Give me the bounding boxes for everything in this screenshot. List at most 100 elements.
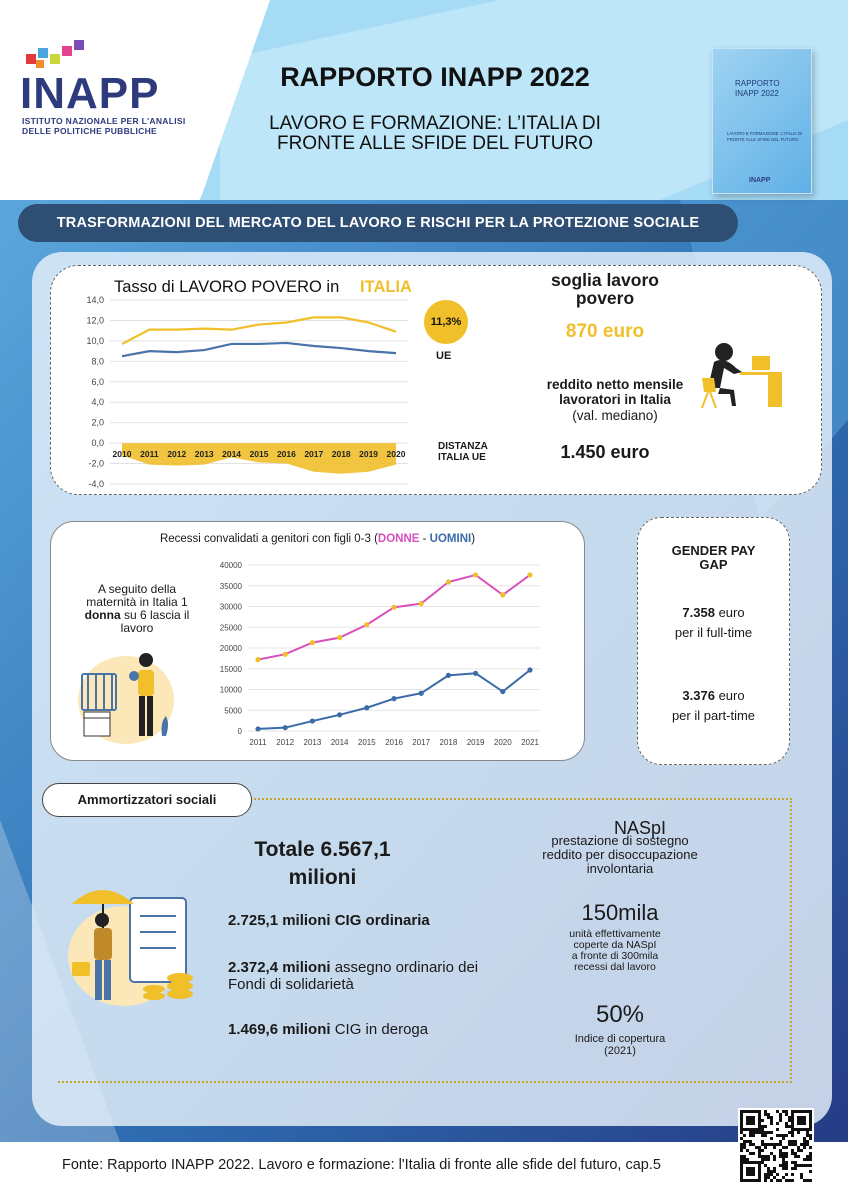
qr-module — [803, 1164, 806, 1167]
qr-module — [743, 1140, 746, 1143]
qr-module — [767, 1176, 770, 1179]
qr-module — [791, 1161, 794, 1164]
naspi-units-note-1: unità effettivamente — [569, 928, 661, 940]
qr-module — [764, 1146, 767, 1149]
qr-module — [800, 1164, 803, 1167]
qr-module — [761, 1131, 764, 1134]
x-tick-label: 2017 — [304, 449, 323, 459]
qr-module — [749, 1143, 752, 1146]
x-tick-label: 2012 — [276, 738, 294, 747]
x-tick-label: 2016 — [385, 738, 403, 747]
fondi-text-line-2: Fondi di solidarietà — [228, 976, 354, 993]
naspi-coverage-note-2: (2021) — [604, 1045, 636, 1057]
desk-worker-illustration — [701, 343, 782, 409]
qr-module — [785, 1179, 788, 1182]
y-tick-label: 25000 — [220, 623, 243, 632]
qr-finder-core — [746, 1167, 755, 1176]
gap-parttime-unit: euro — [714, 688, 745, 703]
uomini-line-point — [473, 670, 479, 676]
naspi-units-note: unità effettivamente coperte da NASpI a … — [540, 929, 690, 973]
x-tick-label: 2019 — [359, 449, 378, 459]
x-tick-label: 2018 — [332, 449, 351, 459]
uomini-line-point — [527, 667, 533, 673]
qr-module — [755, 1146, 758, 1149]
gap-fulltime-value: 7.358 euro — [637, 605, 790, 620]
gap-title-line-1: GENDER PAY — [671, 543, 756, 558]
naspi-units-value: 150mila — [581, 900, 659, 925]
cover-title-line-1: RAPPORTO — [735, 79, 780, 88]
uomini-line-point — [255, 726, 261, 732]
qr-module — [770, 1170, 773, 1173]
qr-module — [767, 1116, 770, 1119]
distance-label-line-1: DISTANZA — [438, 441, 488, 452]
chart2-title-donne: DONNE — [377, 533, 420, 545]
naspi-units-note-4: recessi dal lavoro — [574, 961, 656, 973]
logo-subtitle-line-2: DELLE POLITICHE PUBBLICHE — [22, 126, 158, 136]
social-shock-absorbers-frame — [58, 798, 792, 1083]
y-tick-label: 5000 — [224, 706, 242, 715]
qr-module — [806, 1158, 809, 1161]
qr-module — [746, 1140, 749, 1143]
x-tick-label: 2017 — [412, 738, 430, 747]
qr-module — [761, 1125, 764, 1128]
qr-module — [806, 1179, 809, 1182]
gap-parttime-value: 3.376 euro — [637, 688, 790, 703]
qr-module — [761, 1158, 764, 1161]
resignations-chart: 40000 35000 30000 25000 20000 15000 10000 5000 0… — [220, 561, 540, 747]
qr-module — [800, 1173, 803, 1176]
qr-module — [752, 1143, 755, 1146]
qr-module — [779, 1143, 782, 1146]
y-tick-label: 10,0 — [86, 336, 104, 346]
qr-module — [782, 1155, 785, 1158]
qr-module — [770, 1116, 773, 1119]
qr-module — [743, 1134, 746, 1137]
y-tick-label: 4,0 — [91, 397, 104, 407]
uomini-line-point — [282, 725, 288, 731]
qr-module — [779, 1119, 782, 1122]
y-tick-label: 30000 — [220, 603, 243, 612]
qr-module — [776, 1122, 779, 1125]
maternity-line-3-rest: su 6 lascia il — [120, 608, 190, 622]
qr-module — [806, 1131, 809, 1134]
qr-module — [767, 1158, 770, 1161]
qr-module — [779, 1164, 782, 1167]
qr-module — [764, 1173, 767, 1176]
uomini-line-point — [391, 696, 397, 702]
qr-module — [740, 1149, 743, 1152]
qr-code-icon[interactable] — [738, 1108, 814, 1184]
qr-module — [752, 1152, 755, 1155]
section-banner: TRASFORMAZIONI DEL MERCATO DEL LAVORO E … — [18, 204, 738, 242]
qr-module — [776, 1134, 779, 1137]
fondi-text: assegno ordinario dei — [330, 959, 479, 976]
naspi-desc-line-1: prestazione di sostegno — [551, 833, 689, 848]
qr-module — [791, 1173, 794, 1176]
qr-module — [794, 1161, 797, 1164]
cig-deroga-item: 1.469,6 milioni CIG in deroga — [228, 1021, 428, 1038]
gap-parttime-amount: 3.376 — [682, 688, 715, 703]
x-tick-label: 2020 — [494, 738, 512, 747]
chart2-title-uomini: UOMINI — [429, 533, 472, 545]
maternity-line-1: A seguito della — [97, 582, 177, 596]
qr-module — [770, 1173, 773, 1176]
qr-module — [791, 1140, 794, 1143]
distance-area — [122, 443, 396, 474]
income-label-line-1: reddito netto mensile — [546, 377, 684, 392]
qr-module — [782, 1176, 785, 1179]
x-tick-label: 2020 — [387, 449, 406, 459]
subtitle-line-1: LAVORO E FORMAZIONE: L’ITALIA DI — [269, 113, 601, 134]
qr-module — [797, 1131, 800, 1134]
qr-module — [749, 1134, 752, 1137]
naspi-units-note-3: a fronte di 300mila — [571, 950, 659, 962]
qr-module — [785, 1113, 788, 1116]
qr-module — [761, 1149, 764, 1152]
qr-module — [779, 1113, 782, 1116]
threshold-label: soglia lavoro povero — [530, 271, 680, 307]
qr-module — [764, 1179, 767, 1182]
qr-module — [800, 1176, 803, 1179]
uomini-line-point — [309, 718, 315, 724]
qr-module — [761, 1155, 764, 1158]
qr-module — [764, 1155, 767, 1158]
uomini-line-point — [445, 672, 451, 678]
qr-module — [773, 1146, 776, 1149]
qr-module — [794, 1140, 797, 1143]
